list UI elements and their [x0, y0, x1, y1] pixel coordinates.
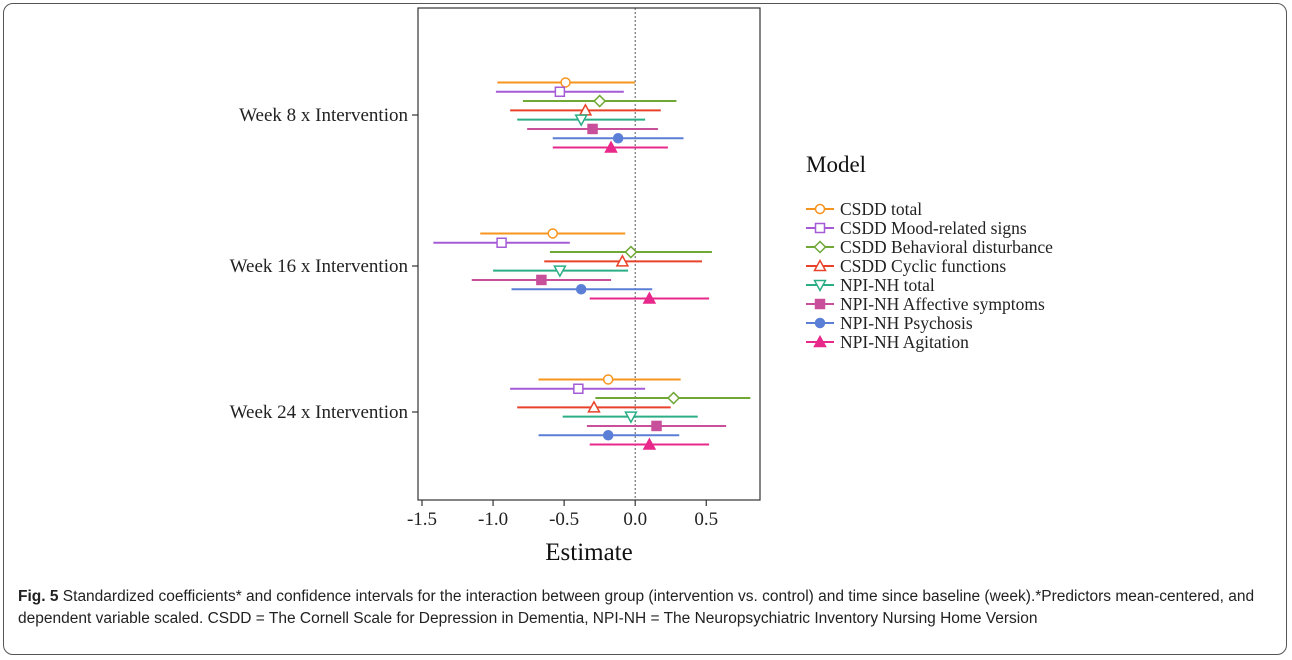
- x-tick-label: 0.5: [694, 509, 718, 530]
- point-npi-nh-total: [624, 411, 638, 424]
- point-csdd-mood-related-signs: [573, 383, 584, 394]
- point-npi-nh-agitation: [642, 437, 657, 450]
- point-csdd-total: [602, 374, 614, 385]
- legend-label-csdd-mood-related-signs: CSDD Mood-related signs: [840, 218, 1027, 238]
- legend-label-npi-nh-psychosis: NPI-NH Psychosis: [840, 313, 973, 333]
- legend-marker-csdd-mood-related-signs: [814, 222, 826, 234]
- point-npi-nh-psychosis: [602, 430, 614, 441]
- point-npi-nh-total: [574, 114, 588, 127]
- caption-figure-label: Fig. 5: [18, 588, 59, 605]
- legend-label-csdd-cyclic-functions: CSDD Cyclic functions: [840, 256, 1006, 276]
- point-npi-nh-agitation: [642, 291, 657, 304]
- point-csdd-cyclic-functions: [587, 400, 601, 413]
- legend-title: Model: [806, 152, 866, 177]
- point-csdd-cyclic-functions: [615, 254, 630, 267]
- point-csdd-total: [547, 228, 559, 239]
- legend-marker-csdd-cyclic-functions: [813, 258, 827, 272]
- point-npi-nh-affective-symptoms: [536, 274, 547, 286]
- point-npi-nh-affective-symptoms: [587, 123, 598, 135]
- x-tick-label: 0.0: [623, 509, 647, 530]
- legend-marker-npi-nh-psychosis: [814, 317, 826, 329]
- figure-frame: [3, 3, 1287, 655]
- point-csdd-mood-related-signs: [554, 86, 566, 97]
- x-tick-label: -1.5: [407, 509, 437, 530]
- point-csdd-mood-related-signs: [496, 237, 507, 248]
- point-npi-nh-affective-symptoms: [651, 420, 662, 432]
- legend-marker-csdd-total: [814, 203, 826, 215]
- legend-label-npi-nh-total: NPI-NH total: [840, 275, 935, 295]
- y-tick-label-week-16-x-intervention: Week 16 x Intervention: [230, 256, 409, 277]
- legend-marker-npi-nh-agitation: [813, 334, 827, 348]
- y-tick-label-week-8-x-intervention: Week 8 x Intervention: [239, 105, 408, 126]
- x-tick-label: -1.0: [478, 509, 508, 530]
- point-npi-nh-agitation: [604, 140, 618, 153]
- forest-plot: -1.5 -1.0 -0.5 0.0 0.5 Estimate Week 8 x Inter…: [230, 7, 1053, 566]
- legend-label-npi-nh-agitation: NPI-NH Agitation: [840, 332, 969, 352]
- legend-label-npi-nh-affective-symptoms: NPI-NH Affective symptoms: [840, 294, 1045, 314]
- point-npi-nh-psychosis: [612, 133, 624, 144]
- legend-label-csdd-total: CSDD total: [840, 199, 922, 219]
- legend-marker-csdd-behavioral-disturbance: [813, 240, 827, 254]
- legend-marker-npi-nh-affective-symptoms: [814, 298, 826, 310]
- y-tick-label-week-24-x-intervention: Week 24 x Intervention: [230, 402, 409, 423]
- plot-panel-border: [417, 7, 761, 501]
- x-tick-label: -0.5: [549, 509, 579, 530]
- legend-marker-npi-nh-total: [813, 279, 827, 293]
- point-csdd-behavioral-disturbance: [593, 94, 607, 108]
- figure-caption: Fig. 5 Standardized coefficients* and co…: [18, 586, 1273, 630]
- legend-label-csdd-behavioral-disturbance: CSDD Behavioral disturbance: [840, 237, 1053, 257]
- point-csdd-behavioral-disturbance: [667, 391, 681, 405]
- x-axis-label: Estimate: [545, 539, 632, 566]
- caption-text: Standardized coefficients* and confidenc…: [18, 588, 1255, 627]
- point-npi-nh-psychosis: [575, 284, 587, 295]
- point-npi-nh-total: [553, 265, 567, 278]
- point-csdd-total: [560, 77, 571, 88]
- point-csdd-behavioral-disturbance: [624, 245, 638, 259]
